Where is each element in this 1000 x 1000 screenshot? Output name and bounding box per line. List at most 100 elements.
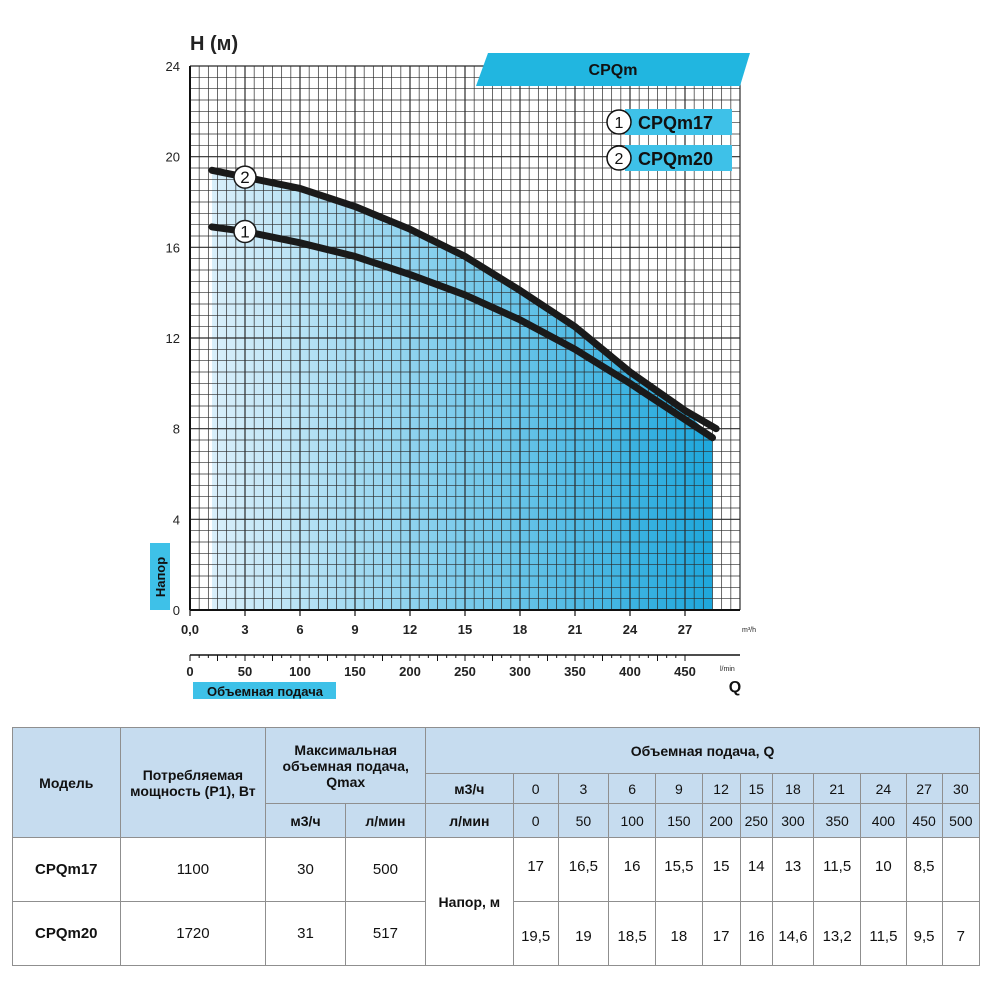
- flow-lmin-cell: 50: [557, 803, 610, 838]
- head-value-cell: 16,5: [557, 837, 610, 902]
- header-qmax-m3h: м3/ч: [265, 803, 346, 838]
- y-tick-label: 24: [166, 59, 180, 74]
- y-tick-label: 4: [173, 512, 180, 527]
- head-value-cell: 9,5: [905, 901, 943, 966]
- model-cell: CPQm20: [12, 901, 121, 966]
- flow-m3h-cell: 24: [860, 773, 907, 804]
- y-tick-label: 16: [166, 240, 180, 255]
- x-tick-label-secondary: 400: [619, 664, 641, 679]
- x-tick-label-secondary: 150: [344, 664, 366, 679]
- x-tick-label-secondary: 250: [454, 664, 476, 679]
- x-unit-secondary: l/min: [720, 666, 735, 673]
- flow-lmin-cell: 350: [813, 803, 862, 838]
- x-tick-label-primary: 18: [513, 622, 527, 637]
- header-flow: Объемная подача, Q: [425, 727, 980, 774]
- head-value-cell: 14: [739, 837, 773, 902]
- head-value-cell: 15,5: [655, 837, 703, 902]
- header-qmax: Максимальная объемная подача, Qmax: [265, 727, 427, 804]
- curve-marker-2: [233, 165, 257, 189]
- head-value-cell: [941, 837, 981, 902]
- head-value-cell: 19,5: [512, 901, 559, 966]
- curve-marker-label: 2: [240, 168, 249, 187]
- legend-band: [625, 145, 732, 171]
- header-power: Потребляемая мощность (P1), Вт: [119, 727, 267, 838]
- legend-band: [625, 109, 732, 135]
- x-tick-label-secondary: 300: [509, 664, 531, 679]
- title-band: [476, 53, 750, 86]
- header-model: Модель: [12, 727, 121, 838]
- head-value-cell: 19: [557, 901, 610, 966]
- header-flow-m3h: м3/ч: [425, 773, 514, 804]
- x-tick-label-primary: 15: [458, 622, 472, 637]
- table-row: CPQm20 1720 31 517 19,5 19 18,5 18 17 16 14,6 13,2 1…: [12, 901, 981, 966]
- head-value-cell: 14,6: [771, 901, 815, 966]
- head-value-cell: 18,5: [608, 901, 657, 966]
- power-cell: 1720: [119, 901, 267, 966]
- legend-label: CPQm17: [638, 113, 713, 133]
- legend-marker-label: 2: [615, 151, 624, 168]
- qmax-lmin-cell: 500: [344, 837, 427, 902]
- flow-lmin-cell: 400: [860, 803, 907, 838]
- table-row: CPQm17 1100 30 500 Напор, м 17 16,5 16 15,5 15 14 1…: [12, 837, 981, 966]
- legend-marker: [606, 145, 632, 171]
- x-tick-label-secondary: 0: [186, 664, 193, 679]
- flow-m3h-cell: 15: [739, 773, 773, 804]
- x-tick-label-secondary: 450: [674, 664, 696, 679]
- flow-m3h-cell: 3: [557, 773, 610, 804]
- head-value-cell: 13,2: [813, 901, 862, 966]
- x-tick-label-primary: 3: [241, 622, 248, 637]
- flow-m3h-cell: 9: [655, 773, 703, 804]
- flow-lmin-cell: 200: [701, 803, 741, 838]
- header-qmax-lmin: л/мин: [344, 803, 427, 838]
- area-fill: [212, 170, 713, 610]
- spec-table: Модель Потребляемая мощность (P1), Вт Ма…: [12, 727, 981, 966]
- head-value-cell: 17: [512, 837, 559, 902]
- y-axis-side-label: Напор: [153, 557, 168, 597]
- legend-marker-label: 1: [615, 115, 624, 132]
- flow-m3h-cell: 27: [905, 773, 943, 804]
- model-cell: CPQm17: [12, 837, 121, 902]
- x-tick-label-secondary: 350: [564, 664, 586, 679]
- x-unit-primary: m³/h: [742, 627, 756, 634]
- x-tick-label-secondary: 100: [289, 664, 311, 679]
- flow-lmin-cell: 450: [905, 803, 943, 838]
- curve-CPQm20: [208, 166, 720, 433]
- x-tick-label-primary: 21: [568, 622, 582, 637]
- qmax-lmin-cell: 517: [344, 901, 427, 966]
- power-cell: 1100: [119, 837, 267, 902]
- flow-m3h-cell: 12: [701, 773, 741, 804]
- curve-CPQm17: [208, 223, 716, 442]
- flow-lmin-cell: 250: [739, 803, 773, 838]
- qmax-m3h-cell: 31: [265, 901, 346, 966]
- x-tick-label-secondary: 200: [399, 664, 421, 679]
- head-value-cell: 16: [608, 837, 657, 902]
- head-value-cell: 11,5: [813, 837, 862, 902]
- flow-lmin-cell: 150: [655, 803, 703, 838]
- y-tick-label: 12: [166, 331, 180, 346]
- qmax-m3h-cell: 30: [265, 837, 346, 902]
- head-value-cell: 10: [860, 837, 907, 902]
- flow-m3h-cell: 6: [608, 773, 657, 804]
- head-value-cell: 15: [701, 837, 741, 902]
- header-flow-lmin: л/мин: [425, 803, 514, 838]
- y-axis-title: H (м): [190, 33, 238, 55]
- head-value-cell: 7: [941, 901, 981, 966]
- x-axis-title: Q: [729, 679, 741, 696]
- legend-label: CPQm20: [638, 149, 713, 169]
- flow-m3h-cell: 30: [941, 773, 981, 804]
- head-value-cell: 8,5: [905, 837, 943, 902]
- curve-marker-label: 1: [240, 222, 249, 241]
- flow-m3h-cell: 0: [512, 773, 559, 804]
- head-value-cell: 11,5: [860, 901, 907, 966]
- chart-title: CPQm: [589, 62, 638, 79]
- x-tick-label-primary: 12: [403, 622, 417, 637]
- y-axis-side-band: [150, 543, 170, 610]
- x-tick-label-secondary: 50: [238, 664, 252, 679]
- x-tick-label-primary: 6: [296, 622, 303, 637]
- x-axis-band: [193, 682, 336, 699]
- flow-lmin-cell: 300: [771, 803, 815, 838]
- head-value-cell: 16: [739, 901, 773, 966]
- x-tick-label-primary: 0,0: [181, 622, 199, 637]
- curve-marker-1: [233, 219, 257, 244]
